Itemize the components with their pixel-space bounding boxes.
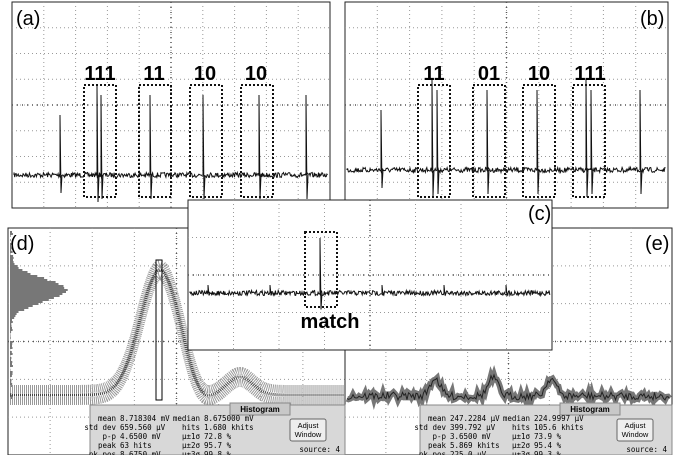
stats-cell: µ±2σ — [512, 441, 531, 450]
panel-label: (b) — [640, 8, 664, 30]
stats-cell: 659.560 µV — [120, 423, 166, 432]
bit-label: 111 — [574, 63, 605, 85]
stats-cell: 225.0 µV — [450, 450, 487, 455]
bit-label: 10 — [194, 63, 216, 85]
stats-cell: 99.8 % — [204, 450, 232, 455]
stats-cell: 4.6500 mV — [120, 432, 161, 441]
stats-cell: hits — [512, 423, 530, 432]
stats-cell: std dev — [414, 423, 446, 432]
stats-cell: µ±3σ — [512, 450, 531, 455]
panel-label: (c) — [528, 203, 551, 225]
button-text: Window — [622, 430, 649, 439]
stats-cell: hits — [182, 423, 200, 432]
panel-label: (d) — [10, 233, 34, 255]
button-text: Adjust — [625, 421, 647, 430]
stats-cell: 8.718304 mV — [120, 414, 170, 423]
stats-cell: µ±1σ — [512, 432, 531, 441]
stats-cell: 8.675000 mV — [204, 414, 254, 423]
stats-cell: 95.4 % — [534, 441, 562, 450]
stats-cell: 63 hits — [120, 441, 152, 450]
stats-cell: 72.8 % — [204, 432, 232, 441]
button-text: Window — [295, 430, 322, 439]
stats-cell: 8.6750 mV — [120, 450, 161, 455]
stats-cell: p-p — [432, 432, 446, 441]
stats-cell: 5.869 khits — [450, 441, 500, 450]
bit-label: 10 — [528, 63, 550, 85]
stats-cell: median — [173, 414, 200, 423]
panel-label: (a) — [16, 8, 40, 30]
bit-label: 11 — [143, 63, 164, 85]
stats-cell: peak — [428, 441, 447, 450]
stats-cell: 3.6500 mV — [450, 432, 491, 441]
bit-label: 111 — [84, 63, 115, 85]
stats-cell: µ±1σ — [182, 432, 201, 441]
stats-title: Histogram — [570, 405, 610, 414]
stats-cell: 99.3 % — [534, 450, 562, 455]
stats-cell: median — [503, 414, 530, 423]
stats-cell: mean — [428, 414, 446, 423]
match-label: match — [301, 311, 360, 333]
stats-cell: mean — [98, 414, 116, 423]
source-text: source: 4 — [626, 445, 667, 454]
stats-cell: 105.6 khits — [534, 423, 584, 432]
bit-label: 11 — [423, 63, 444, 85]
stats-cell: 1.680 khits — [204, 423, 254, 432]
stats-cell: 95.7 % — [204, 441, 232, 450]
stats-cell: 224.9997 µV — [534, 414, 584, 423]
stats-cell: pk pos — [89, 450, 116, 455]
button-text: Adjust — [298, 421, 320, 430]
stats-cell: 399.792 µV — [450, 423, 496, 432]
stats-title: Histogram — [240, 405, 280, 414]
stats-cell: 73.9 % — [534, 432, 562, 441]
bit-label: 10 — [245, 63, 267, 85]
bit-label: 01 — [478, 63, 500, 85]
stats-cell: µ±2σ — [182, 441, 201, 450]
stats-cell: pk pos — [419, 450, 446, 455]
source-text: source: 4 — [299, 445, 340, 454]
stats-cell: std dev — [84, 423, 116, 432]
stats-cell: peak — [98, 441, 117, 450]
panel-label: (e) — [645, 233, 669, 255]
stats-cell: µ±3σ — [182, 450, 201, 455]
figure: (a)111111010(b)110110111(d)(e)Histogramm… — [0, 0, 674, 455]
stats-cell: 247.2284 µV — [450, 414, 500, 423]
stats-cell: p-p — [102, 432, 116, 441]
